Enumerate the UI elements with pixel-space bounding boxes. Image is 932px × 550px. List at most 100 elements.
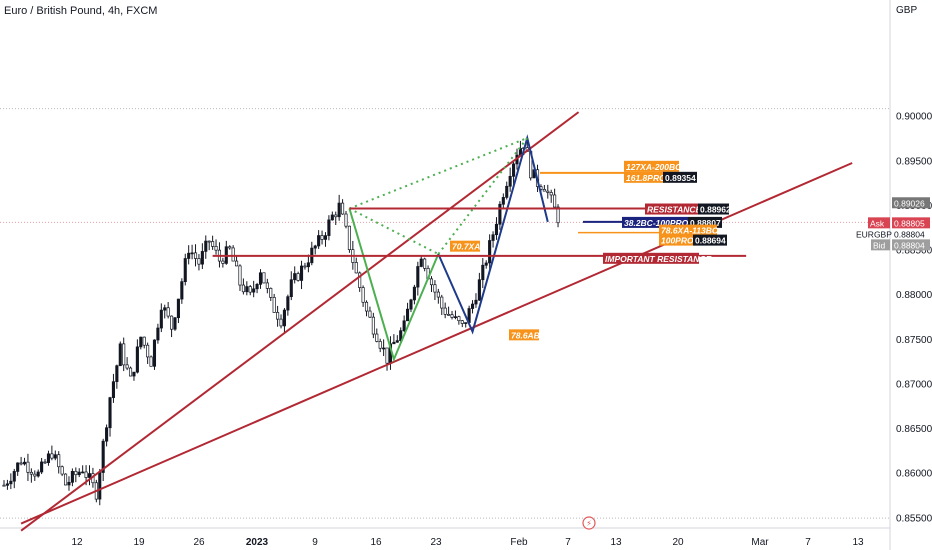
candle-body [368, 310, 372, 318]
candle-body [440, 296, 444, 309]
candle-body [118, 343, 122, 367]
candle-body [508, 175, 512, 187]
x-tick-label: 20 [672, 537, 684, 548]
candle-body [378, 341, 382, 349]
candle-body [197, 258, 201, 265]
rising-trendline-steep [20, 111, 580, 532]
candle-body [412, 286, 416, 301]
candle-body [289, 279, 293, 298]
bid-label-tag-bg [871, 239, 890, 251]
candle-body [371, 316, 375, 335]
candle-body [16, 462, 20, 472]
candle-body [457, 316, 461, 322]
target-100pro-value-text: 0.88694 [695, 236, 726, 246]
candle-body [207, 240, 211, 243]
target-100pro-label-bg [659, 234, 693, 246]
ask-label-tag-text: Ask [870, 218, 885, 228]
candle-body [5, 483, 9, 486]
candle-body [484, 262, 488, 266]
candle-body [546, 190, 550, 193]
candle-body [187, 252, 191, 259]
candle-body [429, 278, 434, 286]
target-127xa-label-text: 127XA-200BC [626, 162, 682, 172]
last-price-tag: 0.89026 [892, 197, 930, 209]
candle-body [395, 340, 399, 343]
candle-body [494, 223, 499, 236]
candle-body [272, 297, 276, 313]
candle-body [512, 163, 516, 177]
target-161-value: 0.89354 [663, 171, 697, 183]
candle-body [190, 252, 194, 255]
target-382-label-text: 38.2BC-100PRO [624, 218, 689, 228]
candle-body [156, 327, 160, 341]
x-tick-label: 16 [370, 537, 382, 548]
bid-price-tag: 0.88804 [892, 239, 930, 251]
candle-body [70, 470, 74, 483]
candle-body [50, 453, 54, 459]
candle-body [166, 307, 170, 317]
candle-body [36, 471, 40, 477]
candle-body [402, 320, 406, 332]
candle-body [241, 284, 245, 293]
x-tick-label: 12 [71, 537, 83, 548]
y-tick-label: 0.86500 [896, 424, 932, 435]
resistance-label: RESISTANCE [645, 203, 701, 215]
candle-body [12, 471, 16, 482]
candle-body [142, 336, 146, 346]
candle-body [306, 262, 310, 268]
candle-body [60, 466, 64, 475]
candle-body [347, 225, 351, 251]
harmonic-bcd-leg [437, 134, 549, 335]
fib-786ab-label-bg [509, 329, 539, 341]
target-161-value-bg [663, 171, 697, 183]
important-resistance-label: IMPORTANT RESISTANCE [603, 252, 712, 264]
candle-body [26, 461, 30, 473]
candle-body [470, 303, 475, 309]
candle-body [423, 258, 427, 269]
candle-body [269, 288, 273, 298]
candle-body [64, 473, 68, 486]
candle-body [159, 309, 163, 329]
candle-body [323, 235, 328, 240]
ask-label-tag-bg [868, 217, 890, 229]
event-flash-icon[interactable]: ⚡ [582, 516, 596, 530]
candle-body [122, 343, 126, 366]
last-price-tag-text: 0.89026 [894, 198, 925, 208]
target-161-value-text: 0.89354 [665, 173, 696, 183]
ask-label-tag: Ask [868, 217, 890, 229]
candle-body [84, 471, 88, 478]
x-tick-label: 26 [193, 537, 205, 548]
target-382-value-bg [688, 216, 722, 228]
candle-body [505, 185, 509, 198]
candle-body [231, 247, 235, 262]
candle-body [364, 301, 369, 312]
candle-body [453, 316, 457, 319]
candle-body [77, 471, 81, 476]
candle-body [313, 245, 317, 249]
candle-body [419, 258, 423, 267]
candle-body [299, 265, 304, 281]
candle-body [303, 265, 307, 268]
x-tick-label: 19 [133, 537, 145, 548]
candle-body [33, 473, 37, 477]
candle-body [128, 367, 133, 377]
candle-body [132, 371, 136, 377]
target-127xa-label-bg [624, 160, 679, 172]
candle-body [204, 240, 208, 252]
candle-body [101, 440, 105, 473]
candle-body [491, 234, 495, 241]
resistance-label-text: RESISTANCE [647, 205, 701, 215]
candle-body [282, 309, 286, 327]
candle-body [170, 315, 174, 330]
target-100pro-value-bg [693, 234, 727, 246]
candle-body [542, 189, 546, 192]
candle-body [40, 461, 44, 473]
candle-body [330, 214, 334, 221]
candle-body [19, 462, 23, 465]
target-161-label-text: 161.8PRO [626, 173, 666, 183]
y-tick-label: 0.88500 [896, 246, 932, 257]
candle-body [276, 312, 280, 320]
bid-label-tag-text: Bid [873, 240, 886, 250]
candle-body [74, 470, 78, 476]
